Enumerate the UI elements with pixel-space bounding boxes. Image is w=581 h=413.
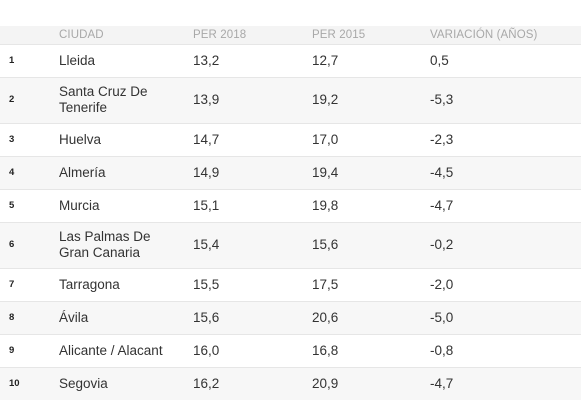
- per-2018-cell: 15,1: [193, 197, 220, 213]
- city-cell: Almería: [59, 164, 106, 180]
- city-cell: Santa Cruz De Tenerife: [59, 84, 148, 115]
- rank-cell: 2: [9, 94, 15, 105]
- rank-cell: 8: [9, 311, 15, 323]
- per-2015-cell: 16,8: [312, 342, 339, 358]
- header-rank[interactable]: [0, 26, 52, 44]
- city-cell: Ávila: [59, 309, 89, 325]
- city-cell: Las Palmas De Gran Canaria: [59, 229, 151, 260]
- per-2015-cell: 12,7: [312, 52, 339, 68]
- rank-cell: 10: [9, 377, 20, 389]
- variation-cell: -2,3: [430, 131, 454, 147]
- variation-cell: -4,7: [430, 197, 454, 213]
- per-2018-cell: 16,2: [193, 375, 220, 391]
- per-2015-cell: 15,6: [312, 237, 339, 252]
- variation-cell: -4,7: [430, 375, 454, 391]
- per-2018-cell: 15,5: [193, 276, 220, 292]
- city-cell: Segovia: [59, 375, 108, 391]
- table-row: 4 Almería 14,9 19,4 -4,5: [0, 156, 581, 189]
- rank-cell: 1: [9, 54, 15, 66]
- per-2015-cell: 19,4: [312, 164, 339, 180]
- header-variation[interactable]: VARIACIÓN (AÑOS): [430, 28, 538, 41]
- table-row: 2 Santa Cruz De Tenerife 13,9 19,2 -5,3: [0, 77, 581, 123]
- city-cell: Lleida: [59, 52, 96, 68]
- table-header-row: CIUDAD PER 2018 PER 2015 VARIACIÓN (AÑOS…: [0, 26, 581, 44]
- per-2018-cell: 14,9: [193, 164, 220, 180]
- city-cell: Murcia: [59, 197, 100, 213]
- table-row: 9 Alicante / Alacant 16,0 16,8 -0,8: [0, 334, 581, 367]
- per-2018-cell: 15,4: [193, 237, 220, 252]
- variation-cell: 0,5: [430, 52, 449, 68]
- rank-cell: 6: [9, 239, 15, 250]
- header-city[interactable]: CIUDAD: [59, 28, 104, 41]
- per-2015-cell: 17,0: [312, 131, 339, 147]
- per-2018-cell: 14,7: [193, 131, 220, 147]
- variation-cell: -4,5: [430, 164, 454, 180]
- city-cell: Alicante / Alacant: [59, 342, 163, 358]
- rank-cell: 7: [9, 278, 15, 290]
- header-per-2015[interactable]: PER 2015: [312, 28, 366, 41]
- header-per-2018[interactable]: PER 2018: [193, 28, 247, 41]
- data-table-container: CIUDAD PER 2018 PER 2015 VARIACIÓN (AÑOS…: [0, 26, 581, 400]
- variation-cell: -0,2: [430, 237, 454, 252]
- city-cell: Huelva: [59, 131, 102, 147]
- per-2015-cell: 19,2: [312, 92, 339, 107]
- per-2018-cell: 15,6: [193, 309, 220, 325]
- per-2015-cell: 19,8: [312, 197, 339, 213]
- table-row: 10 Segovia 16,2 20,9 -4,7: [0, 367, 581, 400]
- per-2015-cell: 17,5: [312, 276, 339, 292]
- variation-cell: -0,8: [430, 342, 454, 358]
- table-row: 7 Tarragona 15,5 17,5 -2,0: [0, 268, 581, 301]
- rank-cell: 5: [9, 199, 15, 211]
- city-per-table: CIUDAD PER 2018 PER 2015 VARIACIÓN (AÑOS…: [0, 26, 581, 400]
- table-row: 8 Ávila 15,6 20,6 -5,0: [0, 301, 581, 334]
- rank-cell: 4: [9, 166, 15, 178]
- rank-cell: 3: [9, 133, 15, 145]
- table-row: 6 Las Palmas De Gran Canaria 15,4 15,6 -…: [0, 222, 581, 268]
- per-2015-cell: 20,9: [312, 375, 339, 391]
- per-2018-cell: 13,2: [193, 52, 220, 68]
- table-row: 5 Murcia 15,1 19,8 -4,7: [0, 189, 581, 222]
- per-2015-cell: 20,6: [312, 309, 339, 325]
- rank-cell: 9: [9, 344, 15, 356]
- table-row: 1 Lleida 13,2 12,7 0,5: [0, 44, 581, 77]
- city-cell: Tarragona: [59, 276, 120, 292]
- per-2018-cell: 16,0: [193, 342, 220, 358]
- variation-cell: -2,0: [430, 276, 454, 292]
- variation-cell: -5,0: [430, 309, 454, 325]
- per-2018-cell: 13,9: [193, 92, 220, 107]
- variation-cell: -5,3: [430, 92, 454, 107]
- table-row: 3 Huelva 14,7 17,0 -2,3: [0, 123, 581, 156]
